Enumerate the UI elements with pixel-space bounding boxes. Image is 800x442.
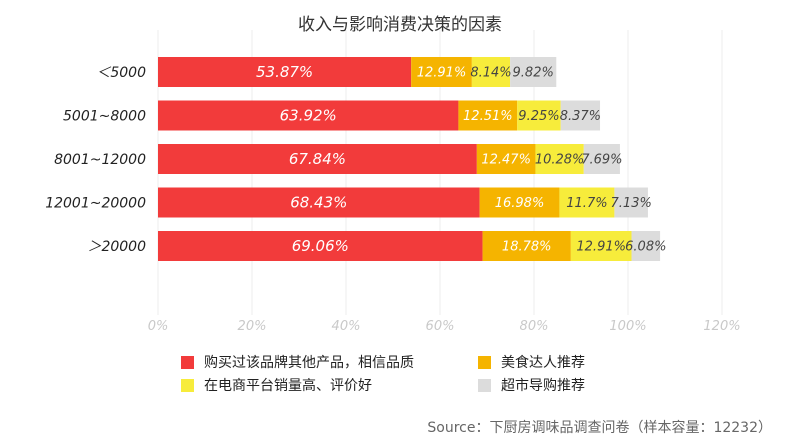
bar-segment-0-3: [158, 187, 480, 218]
bar-segment-1-0: [411, 57, 472, 87]
legend-item-1: 购买过该品牌其他产品，相信品质: [181, 352, 414, 372]
data-label-1-0: 12.91%: [417, 65, 467, 80]
bar-segment-3-1: [560, 100, 601, 131]
x-tick-label-4: 80%: [520, 319, 549, 334]
data-label-0-0: 53.87%: [256, 63, 313, 81]
bar-segment-0-2: [158, 144, 477, 174]
legend-swatch-2: [478, 355, 491, 369]
bars: [158, 57, 661, 261]
bar-segment-1-2: [476, 144, 536, 174]
data-label-3-1: 8.37%: [560, 109, 601, 124]
bar-segment-1-1: [458, 100, 518, 131]
data-label-2-3: 11.7%: [566, 196, 607, 211]
data-label-1-1: 12.51%: [463, 109, 513, 124]
x-tick-label-0: 0%: [148, 319, 169, 334]
source-note: Source：下厨房调味品调查问卷（样本容量：12232）: [427, 420, 772, 436]
bar-segment-3-3: [614, 187, 648, 218]
legend-swatch-1: [181, 355, 194, 369]
bar-segment-3-0: [510, 57, 557, 87]
legend-label-2: 美食达人推荐: [501, 355, 585, 371]
legend-label-1: 购买过该品牌其他产品，相信品质: [204, 355, 414, 371]
legend-swatch-4: [478, 378, 491, 392]
category-label-0: ＜5000: [96, 65, 146, 81]
chart-title: 收入与影响消费决策的因素: [298, 15, 502, 35]
data-label-1-3: 16.98%: [495, 196, 545, 211]
bar-segment-2-1: [517, 100, 561, 131]
category-labels: ＜5000 5001~8000 8001~12000 12001~20000 ＞2000…: [45, 65, 146, 255]
data-label-3-2: 7.69%: [581, 152, 622, 167]
bar-segment-3-4: [631, 231, 661, 261]
data-label-3-0: 9.82%: [513, 65, 554, 80]
bar-segment-0-1: [158, 100, 459, 131]
bar-segment-1-4: [482, 231, 571, 261]
data-label-3-4: 6.08%: [625, 239, 666, 254]
data-label-2-2: 10.28%: [535, 152, 585, 167]
data-label-1-4: 18.78%: [502, 239, 552, 254]
data-labels: 53.87% 12.91% 8.14% 9.82%63.92% 12.51% 9.25% 8…: [256, 63, 666, 255]
category-label-1: 5001~8000: [63, 109, 146, 125]
bar-segment-2-0: [471, 57, 511, 87]
bar-segment-2-4: [570, 231, 632, 261]
data-label-2-0: 8.14%: [470, 65, 511, 80]
category-label-2: 8001~12000: [54, 152, 146, 168]
legend-item-4: 超市导购推荐: [478, 375, 585, 395]
data-label-1-2: 12.47%: [481, 152, 531, 167]
data-label-3-3: 7.13%: [611, 196, 652, 211]
bar-segment-2-2: [535, 144, 584, 174]
x-tick-label-2: 40%: [332, 319, 361, 334]
category-label-4: ＞20000: [87, 239, 146, 255]
x-tick-label-3: 60%: [426, 319, 455, 334]
legend-swatch-3: [181, 378, 194, 392]
bar-segment-3-2: [583, 144, 620, 174]
data-label-2-4: 12.91%: [576, 239, 626, 254]
bar-segment-0-0: [158, 57, 412, 87]
legend-label-4: 超市导购推荐: [501, 378, 585, 394]
data-label-0-3: 68.43%: [290, 194, 347, 212]
data-label-0-2: 67.84%: [289, 150, 346, 168]
bar-segment-2-3: [559, 187, 615, 218]
bar-segment-1-3: [479, 187, 560, 218]
data-label-0-4: 69.06%: [292, 237, 349, 255]
data-label-0-1: 63.92%: [280, 107, 337, 125]
legend-item-3: 在电商平台销量高、评价好: [181, 375, 372, 395]
data-label-2-1: 9.25%: [518, 109, 559, 124]
x-tick-label-5: 100%: [609, 319, 646, 334]
bar-segment-0-4: [158, 231, 483, 261]
legend-label-3: 在电商平台销量高、评价好: [204, 378, 372, 394]
category-label-3: 12001~20000: [45, 196, 146, 212]
x-tick-label-6: 120%: [703, 319, 740, 334]
x-tick-labels: 0% 20% 40% 60% 80% 100% 120%: [148, 319, 741, 334]
legend-item-2: 美食达人推荐: [478, 352, 585, 372]
x-tick-label-1: 20%: [238, 319, 267, 334]
